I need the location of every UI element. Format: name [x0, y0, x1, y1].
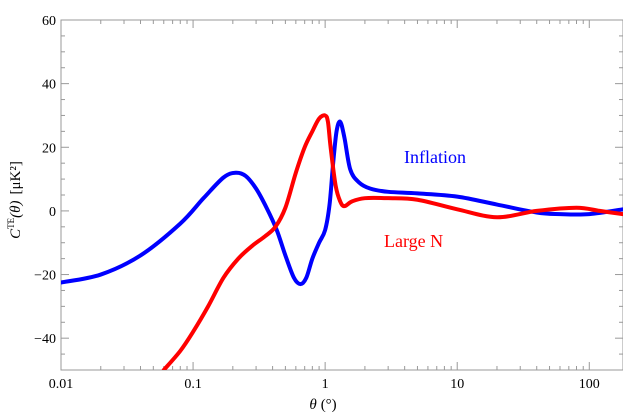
y-axis-label: CTE(θ)[μK²] [6, 161, 24, 239]
x-axis-ticks: 0.01 0.1 1 10 100 [49, 20, 600, 392]
y-tick-label: −20 [34, 269, 56, 284]
series-label-large-n: Large N [384, 231, 443, 251]
x-tick-label: 0.1 [184, 377, 202, 392]
y-tick-label: 40 [42, 78, 56, 93]
series-line-inflation [61, 119, 623, 287]
y-axis-ticks: −40 −20 0 20 40 60 [34, 14, 623, 371]
y-tick-label: 20 [42, 141, 56, 156]
x-tick-label: 1 [322, 377, 329, 392]
series-label-inflation: Inflation [404, 147, 466, 167]
series-layer [61, 113, 623, 370]
x-axis-label: θ (°) [309, 397, 336, 413]
series-line-large-n [161, 113, 623, 370]
y-tick-label: 0 [49, 205, 56, 220]
y-tick-label: 60 [42, 14, 56, 29]
x-tick-label: 100 [579, 377, 600, 392]
y-tick-label: −40 [34, 332, 56, 347]
plot-frame [60, 19, 623, 371]
x-tick-label: 0.01 [49, 377, 74, 392]
x-tick-label: 10 [450, 377, 464, 392]
